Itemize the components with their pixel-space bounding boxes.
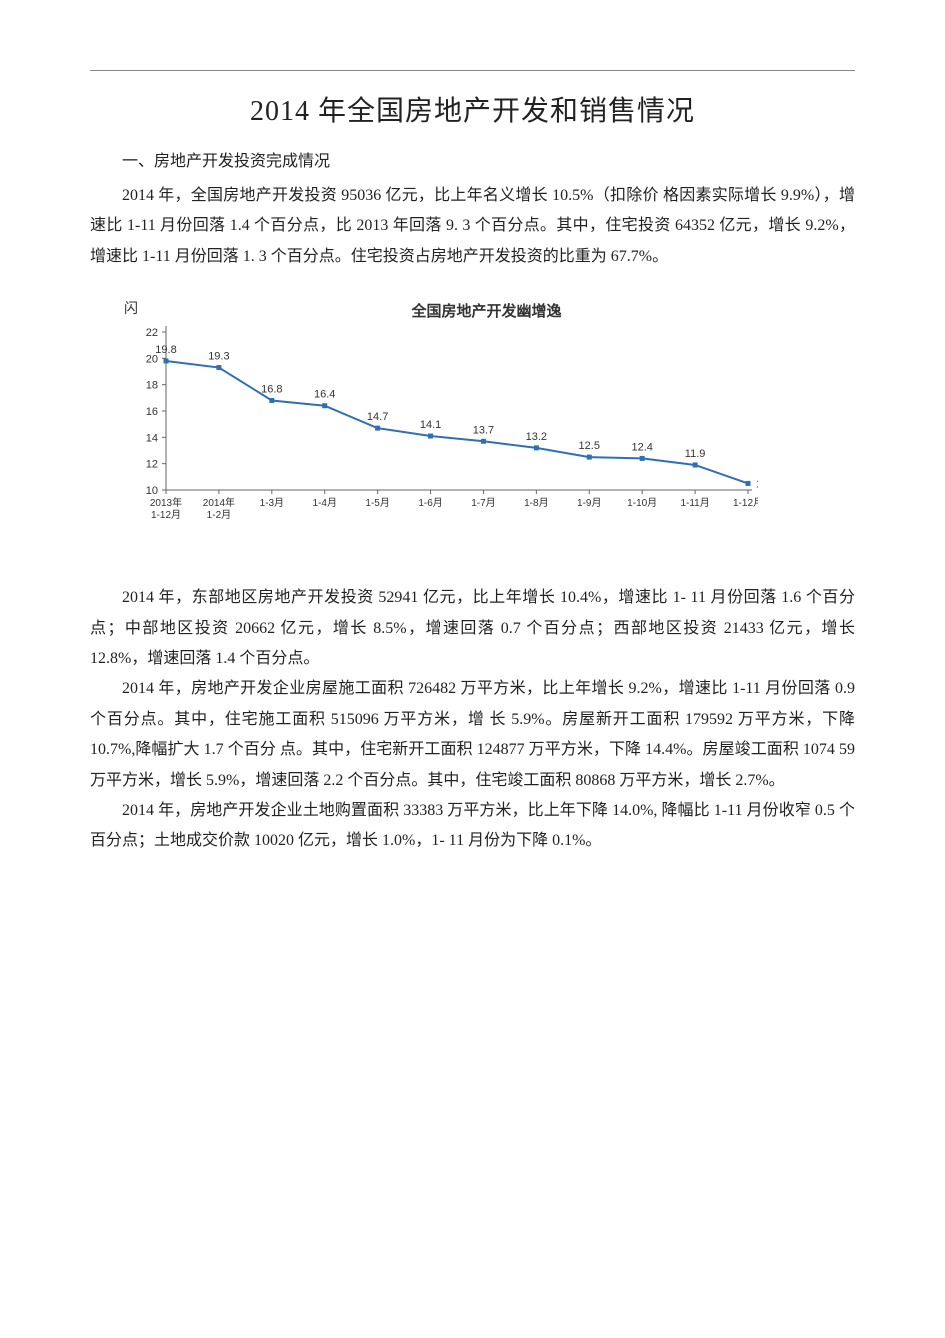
svg-text:13.2: 13.2 [526,431,547,443]
svg-text:11.9: 11.9 [685,448,706,460]
svg-text:1-10月: 1-10月 [627,497,657,509]
svg-text:12.4: 12.4 [631,442,652,454]
svg-text:1-4月: 1-4月 [313,497,337,509]
svg-text:2014年: 2014年 [203,496,235,509]
svg-text:1-3月: 1-3月 [260,497,284,509]
svg-text:1-11月: 1-11月 [680,497,709,509]
section-heading: 一、房地产开发投资完成情况 [90,147,855,171]
svg-text:1-5月: 1-5月 [365,497,389,509]
svg-text:19.8: 19.8 [155,344,176,356]
page-title: 2014 年全国房地产开发和销售情况 [90,89,855,129]
line-chart: 闪 全国房地产开发幽增逸 101214161820222013年1-12月201… [118,298,855,543]
chart-container: 闪 全国房地产开发幽增逸 101214161820222013年1-12月201… [118,298,855,543]
svg-text:16: 16 [146,406,158,418]
svg-text:19.3: 19.3 [208,351,229,363]
svg-text:1-8月: 1-8月 [524,497,548,509]
svg-text:22: 22 [146,327,158,339]
chart-title: 全国房地产开发幽增逸 [118,300,855,321]
svg-text:18: 18 [146,380,158,392]
svg-text:10.5: 10.5 [756,479,758,491]
svg-text:2013年: 2013年 [150,496,182,509]
paragraph-2: 2014 年，东部地区房地产开发投资 52941 亿元，比上年增长 10.4%，… [90,583,855,674]
paragraph-4: 2014 年，房地产开发企业土地购置面积 33383 万平方米，比上年下降 14… [90,796,855,857]
svg-text:1-9月: 1-9月 [577,497,601,509]
top-rule [90,70,855,71]
paragraph-3: 2014 年，房地产开发企业房屋施工面积 726482 万平方米，比上年增长 9… [90,674,855,796]
svg-text:16.4: 16.4 [314,389,335,401]
paragraph-1: 2014 年，全国房地产开发投资 95036 亿元，比上年名义增长 10.5%（… [90,181,855,272]
chart-svg: 101214161820222013年1-12月2014年1-2月1-3月1-4… [118,298,758,538]
svg-text:13.7: 13.7 [473,424,494,436]
svg-text:1-12月: 1-12月 [151,509,181,521]
svg-text:14.1: 14.1 [420,419,441,431]
svg-text:1-7月: 1-7月 [471,497,495,509]
svg-text:1-6月: 1-6月 [418,497,442,509]
svg-text:10: 10 [146,485,158,497]
svg-text:12.5: 12.5 [579,440,600,452]
svg-text:12: 12 [146,459,158,471]
svg-text:14: 14 [146,433,158,445]
svg-text:16.8: 16.8 [261,384,282,396]
svg-text:14.7: 14.7 [367,411,388,423]
document-page: 2014 年全国房地产开发和销售情况 一、房地产开发投资完成情况 2014 年，… [0,0,945,1338]
svg-text:1-2月: 1-2月 [207,509,231,521]
svg-text:1-12月: 1-12月 [733,497,758,509]
